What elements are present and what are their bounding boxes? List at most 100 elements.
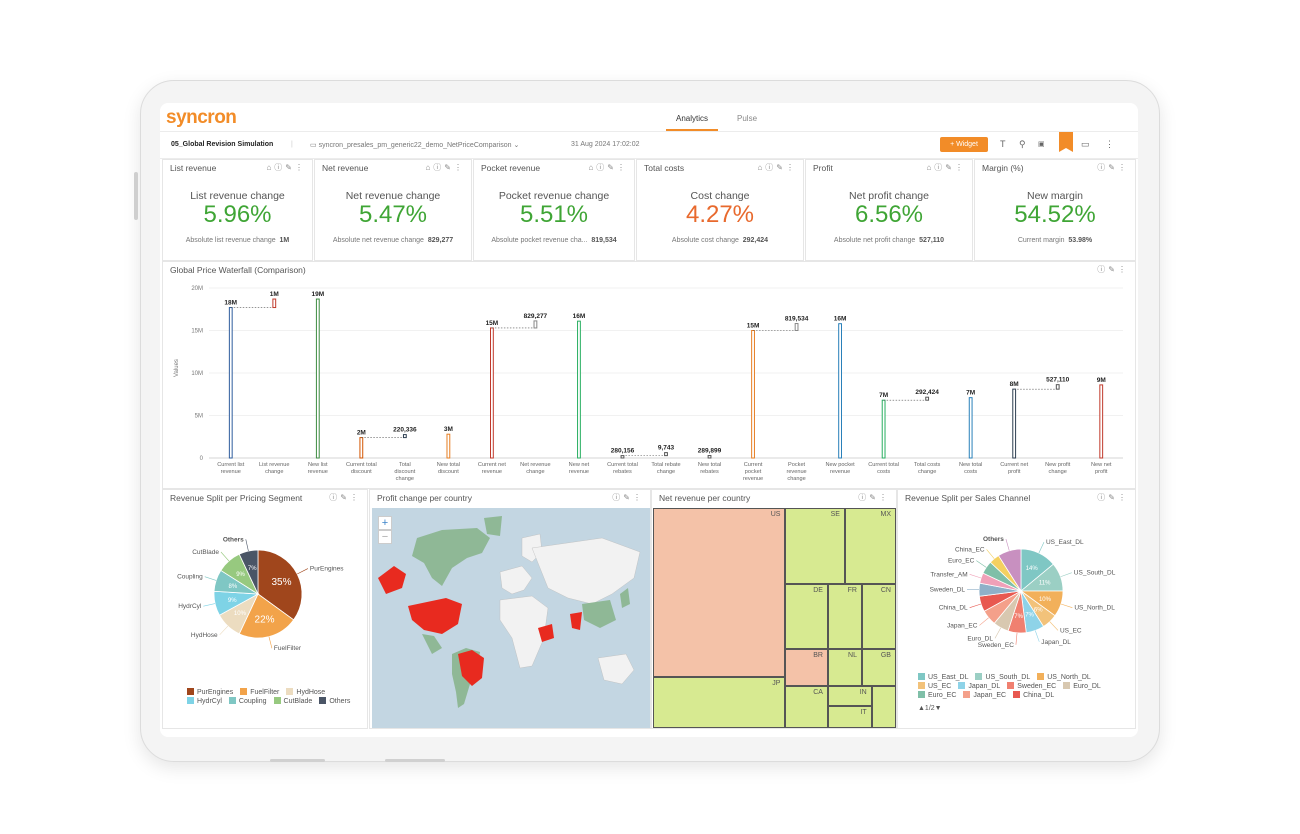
kpi-card-margin[interactable]: Margin (%) ⓘ✎⋮ New margin 54.52% Current… [974,159,1136,261]
kpi-card-profit[interactable]: Profit ⌂ⓘ✎⋮ Net profit change 6.56% Abso… [805,159,973,261]
slice-category-label: Japan_DL [1041,639,1071,646]
treemap-cell[interactable]: SE [785,508,845,584]
legend-item[interactable]: Euro_EC [918,691,956,700]
kpi-sub: Absolute net revenue change 829,277 [315,237,471,244]
legend-item[interactable]: Others [319,697,350,706]
legend-item[interactable]: US_South_DL [975,673,1030,682]
legend-item[interactable]: HydrCyl [187,697,222,706]
tab-analytics[interactable]: Analytics [676,114,709,123]
kpi-actions[interactable]: ⌂ⓘ✎⋮ [926,162,966,173]
legend-item[interactable]: Japan_DL [958,682,1000,691]
drill-icon: ⌂ [588,163,597,172]
slice-category-label: Transfer_AM [930,571,967,578]
dashboard-title[interactable]: 05_Global Revision Simulation [171,141,274,148]
treemap-cell[interactable]: BR [785,648,828,687]
leader-line [969,574,982,579]
legend-label: Japan_EC [973,692,1007,699]
legend-item[interactable]: Japan_EC [963,691,1006,700]
kpi-card-net-revenue[interactable]: Net revenue ⌂ⓘ✎⋮ Net revenue change 5.47… [314,159,472,261]
kpi-actions[interactable]: ⌂ⓘ✎⋮ [757,162,797,173]
kpi-actions[interactable]: ⓘ✎⋮ [1097,162,1129,173]
legend-item[interactable]: HydHose [286,688,325,697]
treemap-cell[interactable]: US [653,508,786,678]
drill-icon: ⌂ [926,163,935,172]
chart-title: Revenue Split per Pricing Segment [170,493,303,503]
legend-item[interactable]: US_EC [918,682,951,691]
more-icon[interactable]: ⋮ [1105,139,1114,149]
slice-value-label: 35% [272,577,292,588]
slice-value-label: 7% [1014,614,1023,620]
kpi-actions[interactable]: ⌂ⓘ✎⋮ [588,162,628,173]
treemap-cell[interactable]: IT [827,706,872,728]
legend-pager[interactable]: ▲1/2▼ [918,705,942,712]
tab-pulse[interactable]: Pulse [737,114,758,123]
pricing-segment-pie-panel: Revenue Split per Pricing Segment ⓘ✎⋮ 35… [162,489,368,729]
treemap-cell[interactable] [871,686,896,728]
world-map[interactable]: + − [372,508,650,728]
zoom-in-button[interactable]: + [378,516,392,530]
legend-item[interactable]: US_East_DL [918,673,968,682]
leader-line [969,603,982,608]
chart-actions[interactable]: ⓘ✎⋮ [858,492,890,503]
sales-channel-pie-panel: Revenue Split per Sales Channel ⓘ✎⋮ 14% U… [897,489,1136,729]
treemap-cell[interactable]: DE [785,583,828,649]
waterfall-bar [838,323,842,459]
treemap-cell-label: CN [880,586,891,594]
treemap-cell[interactable]: JP [653,677,786,728]
leader-line [976,560,987,568]
kpi-card-pocket-revenue[interactable]: Pocket revenue ⌂ⓘ✎⋮ Pocket revenue chang… [473,159,635,261]
display-icon[interactable]: ▭ [1081,139,1090,149]
kpi-card-total-costs[interactable]: Total costs ⌂ⓘ✎⋮ Cost change 4.27% Absol… [636,159,804,261]
legend-item[interactable]: US_North_DL [1037,673,1091,682]
bookmark-icon[interactable] [1059,132,1073,152]
treemap-cell[interactable]: NL [827,648,862,687]
kpi-actions[interactable]: ⌂ⓘ✎⋮ [266,162,306,173]
chart-actions[interactable]: ⓘ✎⋮ [1097,492,1129,503]
waterfall-bar [925,396,930,401]
chart-actions[interactable]: ⓘ✎⋮ [1097,264,1129,275]
treemap-cell[interactable]: FR [827,583,862,649]
slice-value-label: 11% [1039,580,1051,586]
legend-item[interactable]: Euro_DL [1063,682,1101,691]
treemap[interactable]: US JP SE MX DE FR CN BR NL GB CA IN IT [653,508,896,728]
kpi-sub: Absolute net profit change 527,110 [806,237,972,244]
data-label: 1M [270,291,279,298]
leader-line [268,636,273,649]
zoom-out-button[interactable]: − [378,530,392,544]
syncron-logo[interactable]: syncron [166,107,237,128]
data-label: 289,899 [698,448,722,455]
chart-actions[interactable]: ⓘ✎⋮ [612,492,644,503]
chart-title: Net revenue per country [659,493,751,503]
kpi-actions[interactable]: ⌂ⓘ✎⋮ [425,162,465,173]
data-label: 292,424 [915,389,939,396]
filter-icon[interactable]: ⚲ [1019,139,1026,149]
text-icon[interactable]: T [1000,139,1006,149]
legend-item[interactable]: FuelFilter [240,688,279,697]
legend-item[interactable]: China_DL [1013,691,1054,700]
legend-item[interactable]: Sweden_EC [1007,682,1056,691]
treemap-cell[interactable]: CN [861,583,896,649]
pie-legend[interactable]: US_East_DL US_South_DL US_North_DL US_EC Jap… [918,673,1133,700]
x-tick-label: Pocket [788,462,806,468]
x-tick-label: profit [1008,469,1021,475]
chart-actions[interactable]: ⓘ✎⋮ [329,492,361,503]
treemap-cell[interactable]: MX [844,508,896,584]
legend-swatch [1063,682,1071,689]
x-tick-label: change [526,469,544,475]
treemap-cell[interactable]: CA [785,686,828,728]
pdf-icon[interactable]: ▣ [1038,141,1045,148]
kpi-card-list-revenue[interactable]: List revenue ⌂ⓘ✎⋮ List revenue change 5.… [162,159,313,261]
legend-item[interactable]: Coupling [228,697,267,706]
treemap-cell[interactable]: IN [827,686,872,706]
legend-label: US_North_DL [1047,674,1091,681]
treemap-cell[interactable]: GB [861,648,896,687]
datasource-selector[interactable]: ▭ syncron_presales_pm_generic22_demo_Net… [310,141,519,149]
pie-slice [997,548,1022,593]
data-label: 9,743 [658,445,675,452]
waterfall-bar [577,320,581,459]
legend-item[interactable]: PurEngines [187,688,233,697]
pie-legend[interactable]: PurEngines FuelFilter HydHose HydrCyl Coupli… [187,688,365,706]
info-icon: ⓘ [765,163,777,172]
legend-item[interactable]: CutBlade [273,697,312,706]
add-widget-button[interactable]: + Widget [940,137,988,152]
